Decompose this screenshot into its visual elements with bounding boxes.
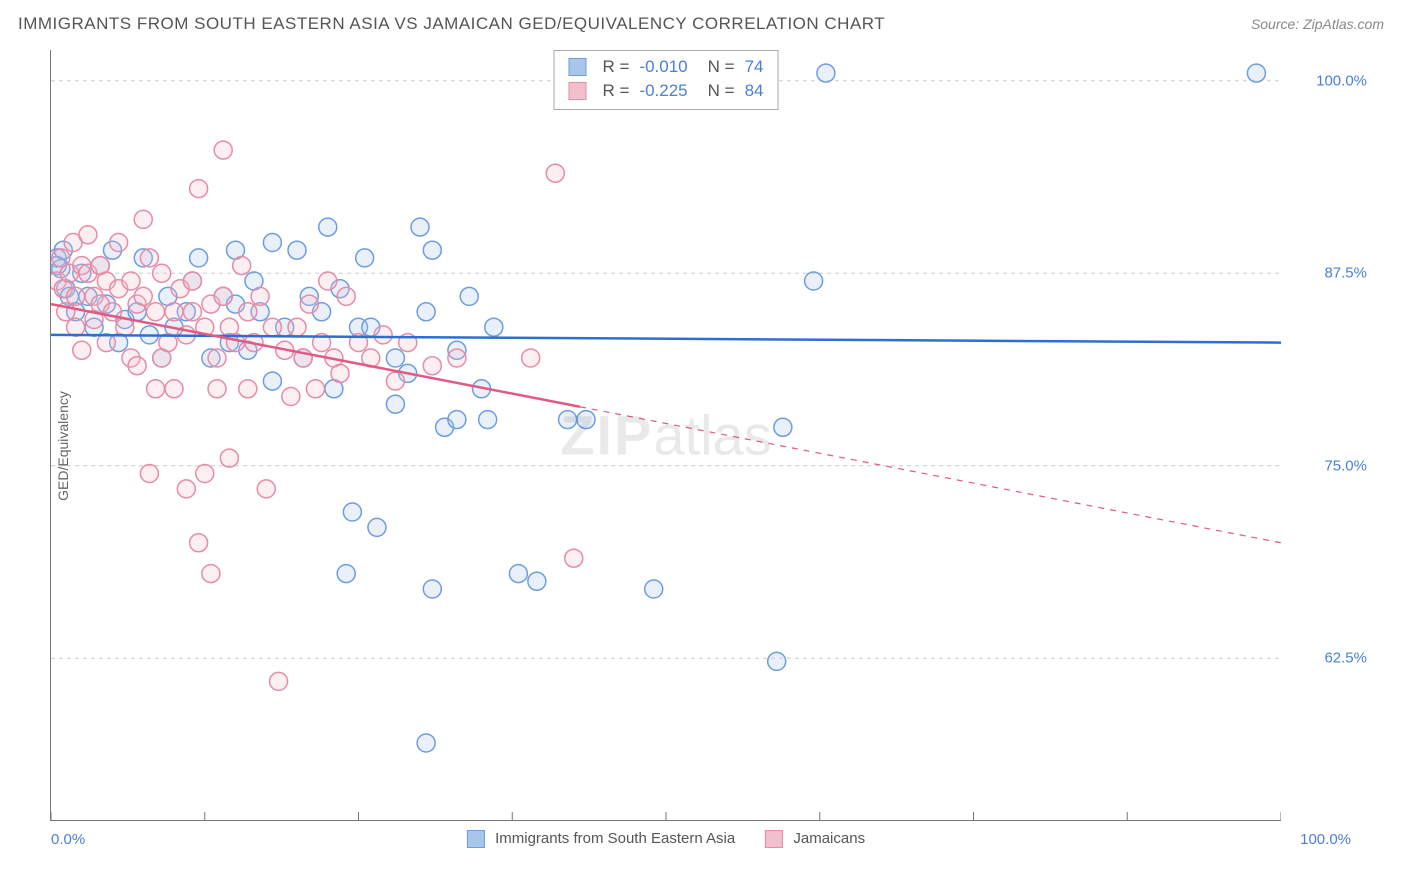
stats-r-label: R = — [603, 81, 630, 101]
stats-swatch-1 — [569, 58, 587, 76]
source-label: Source: ZipAtlas.com — [1251, 16, 1384, 32]
legend-label-2: Jamaicans — [793, 830, 865, 847]
stats-r-value-2: -0.225 — [639, 81, 687, 101]
stats-r-label: R = — [603, 57, 630, 77]
stats-swatch-2 — [569, 82, 587, 100]
y-tick-label: 87.5% — [1324, 265, 1367, 282]
stats-row-2: R = -0.225 N = 84 — [569, 79, 764, 103]
stats-box: R = -0.010 N = 74 R = -0.225 N = 84 — [554, 50, 779, 110]
x-axis-legend: Immigrants from South Eastern Asia Jamai… — [467, 830, 865, 848]
y-tick-label: 62.5% — [1324, 650, 1367, 667]
stats-n-value-1: 74 — [745, 57, 764, 77]
y-tick-label: 75.0% — [1324, 457, 1367, 474]
x-tick-label: 0.0% — [51, 831, 85, 848]
chart-title: IMMIGRANTS FROM SOUTH EASTERN ASIA VS JA… — [18, 14, 885, 34]
chart-plot-area: ZIPatlas R = -0.010 N = 74 R = -0.225 N … — [50, 50, 1281, 821]
chart-svg — [51, 50, 1281, 820]
stats-r-value-1: -0.010 — [639, 57, 687, 77]
legend-item-1: Immigrants from South Eastern Asia — [467, 830, 735, 848]
y-tick-label: 100.0% — [1316, 72, 1367, 89]
legend-item-2: Jamaicans — [765, 830, 865, 848]
stats-row-1: R = -0.010 N = 74 — [569, 55, 764, 79]
stats-n-label: N = — [708, 57, 735, 77]
legend-swatch-2 — [765, 830, 783, 848]
stats-n-label: N = — [708, 81, 735, 101]
stats-n-value-2: 84 — [745, 81, 764, 101]
x-tick-label: 100.0% — [1300, 831, 1351, 848]
legend-label-1: Immigrants from South Eastern Asia — [495, 830, 735, 847]
legend-swatch-1 — [467, 830, 485, 848]
